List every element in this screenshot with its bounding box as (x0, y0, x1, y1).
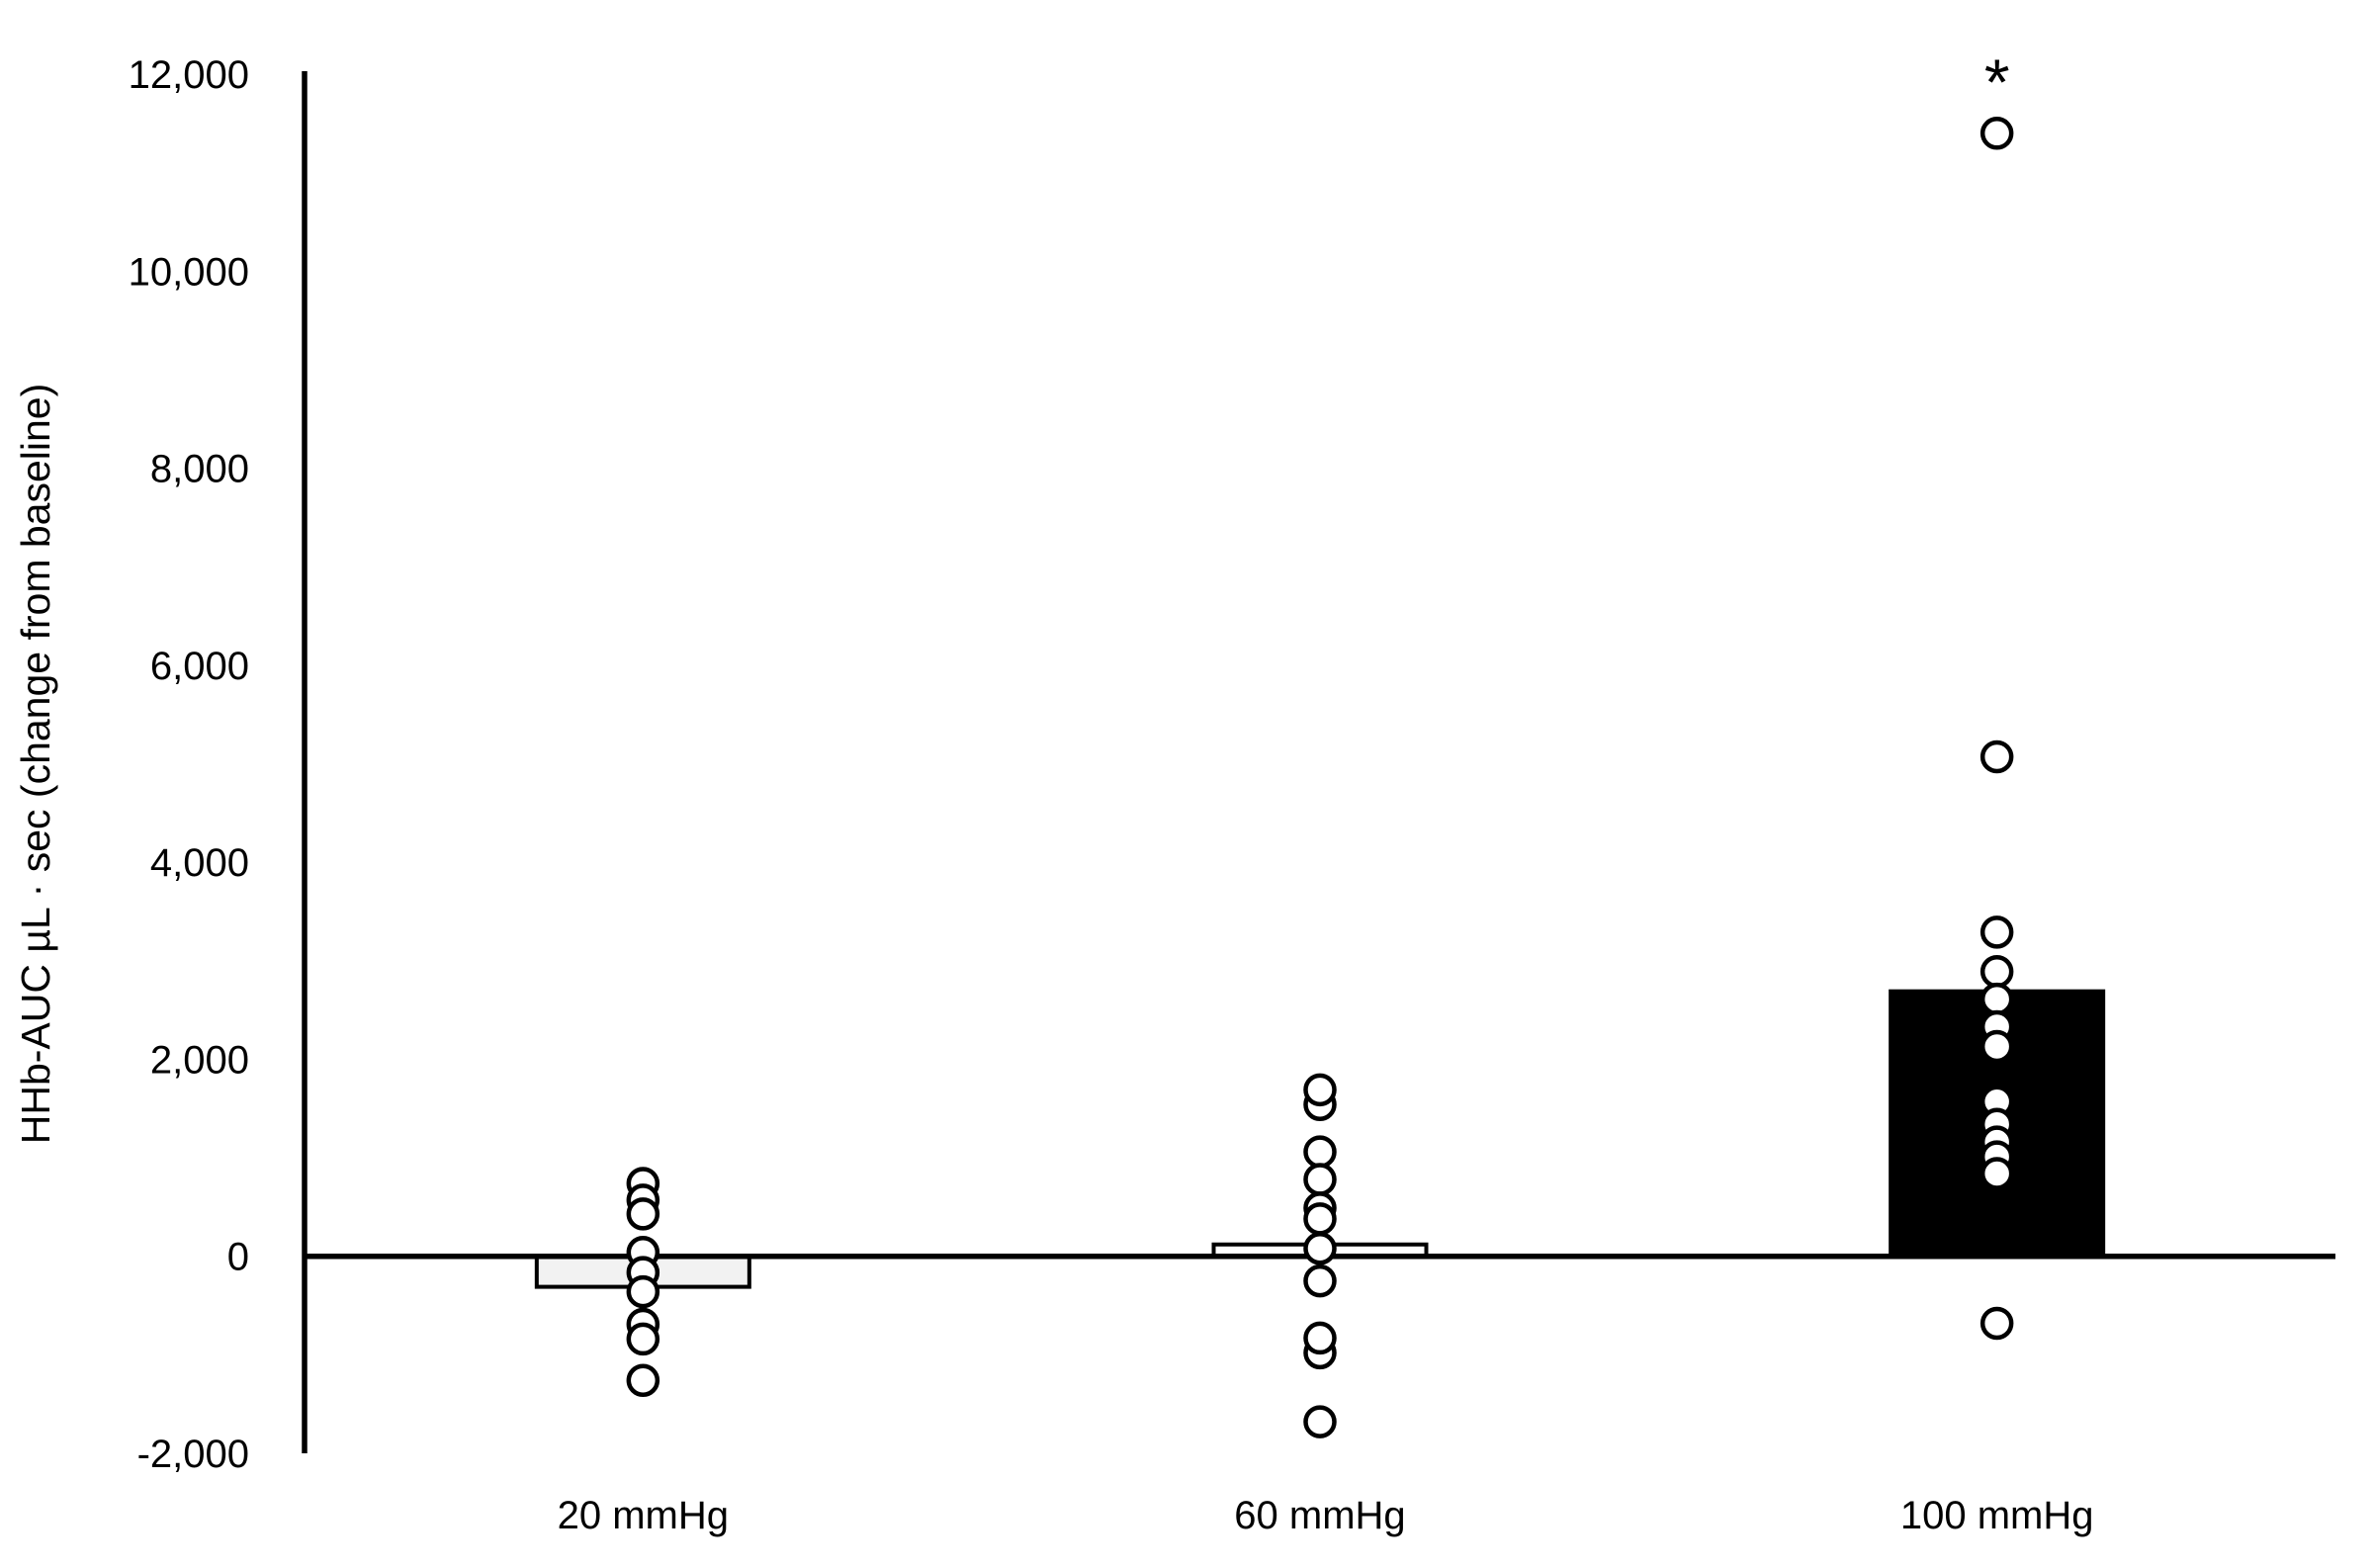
data-point-100-mmhg (1979, 982, 2014, 1016)
x-category-label-20-mmhg: 20 mmHg (558, 1494, 729, 1537)
x-category-label-100-mmhg: 100 mmHg (1900, 1494, 2094, 1537)
y-tick-label: -2,000 (137, 1433, 249, 1476)
data-point-100-mmhg (1979, 1029, 2014, 1064)
data-point-60-mmhg (1303, 1135, 1337, 1169)
y-tick-label: 4,000 (150, 841, 249, 885)
data-point-60-mmhg (1303, 1073, 1337, 1107)
data-point-100-mmhg (1979, 740, 2014, 774)
data-point-100-mmhg (1979, 954, 2014, 989)
significance-asterisk: * (1984, 45, 2010, 119)
data-point-60-mmhg (1303, 1263, 1337, 1298)
data-point-100-mmhg (1979, 915, 2014, 949)
data-point-20-mmhg (626, 1363, 660, 1398)
y-axis-title: HHb-AUC µL · sec (change from baseline) (13, 384, 58, 1145)
data-point-20-mmhg (626, 1274, 660, 1309)
data-point-60-mmhg (1303, 1405, 1337, 1438)
data-point-60-mmhg (1303, 1163, 1337, 1196)
y-tick-label: 2,000 (150, 1038, 249, 1082)
data-point-100-mmhg (1979, 1306, 2014, 1341)
data-point-20-mmhg (626, 1197, 660, 1231)
y-tick-label: 0 (227, 1236, 249, 1279)
data-point-100-mmhg (1979, 1157, 2014, 1190)
y-tick-label: 12,000 (129, 53, 249, 97)
x-category-label-60-mmhg: 60 mmHg (1234, 1494, 1405, 1537)
data-point-100-mmhg (1979, 117, 2014, 150)
y-tick-label: 8,000 (150, 448, 249, 491)
y-tick-label: 10,000 (129, 250, 249, 294)
data-point-60-mmhg (1303, 1231, 1337, 1265)
data-point-60-mmhg (1303, 1321, 1337, 1355)
data-point-60-mmhg (1303, 1202, 1337, 1236)
y-tick-label: 6,000 (150, 645, 249, 688)
data-point-20-mmhg (626, 1322, 660, 1356)
